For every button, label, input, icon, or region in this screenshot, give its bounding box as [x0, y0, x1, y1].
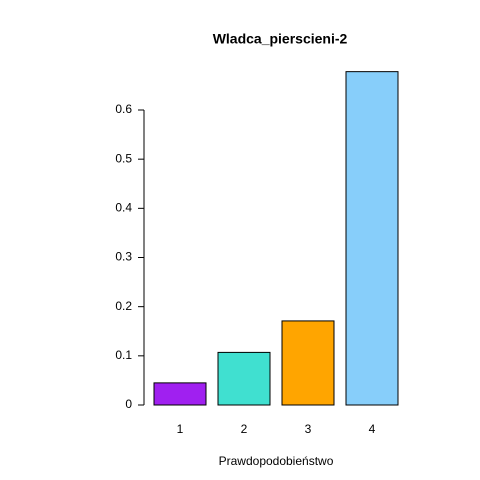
x-tick-label: 3	[305, 422, 312, 436]
bar	[217, 351, 271, 406]
x-tick-label: 2	[241, 422, 248, 436]
bar	[153, 382, 207, 406]
x-tick-label: 1	[177, 422, 184, 436]
y-tick-label: 0.5	[115, 151, 132, 165]
bar	[281, 320, 335, 406]
y-tick-label: 0.4	[115, 201, 132, 215]
y-tick-label: 0.2	[115, 299, 132, 313]
bar	[345, 71, 399, 406]
x-tick-label: 4	[369, 422, 376, 436]
y-tick-label: 0.6	[115, 102, 132, 116]
y-tick-label: 0.3	[115, 250, 132, 264]
x-axis-label: Prawdopodobieństwo	[219, 454, 334, 468]
chart-title: Wladca_pierscieni-2	[213, 31, 348, 47]
y-tick-label: 0	[125, 397, 132, 411]
y-tick-label: 0.1	[115, 348, 132, 362]
